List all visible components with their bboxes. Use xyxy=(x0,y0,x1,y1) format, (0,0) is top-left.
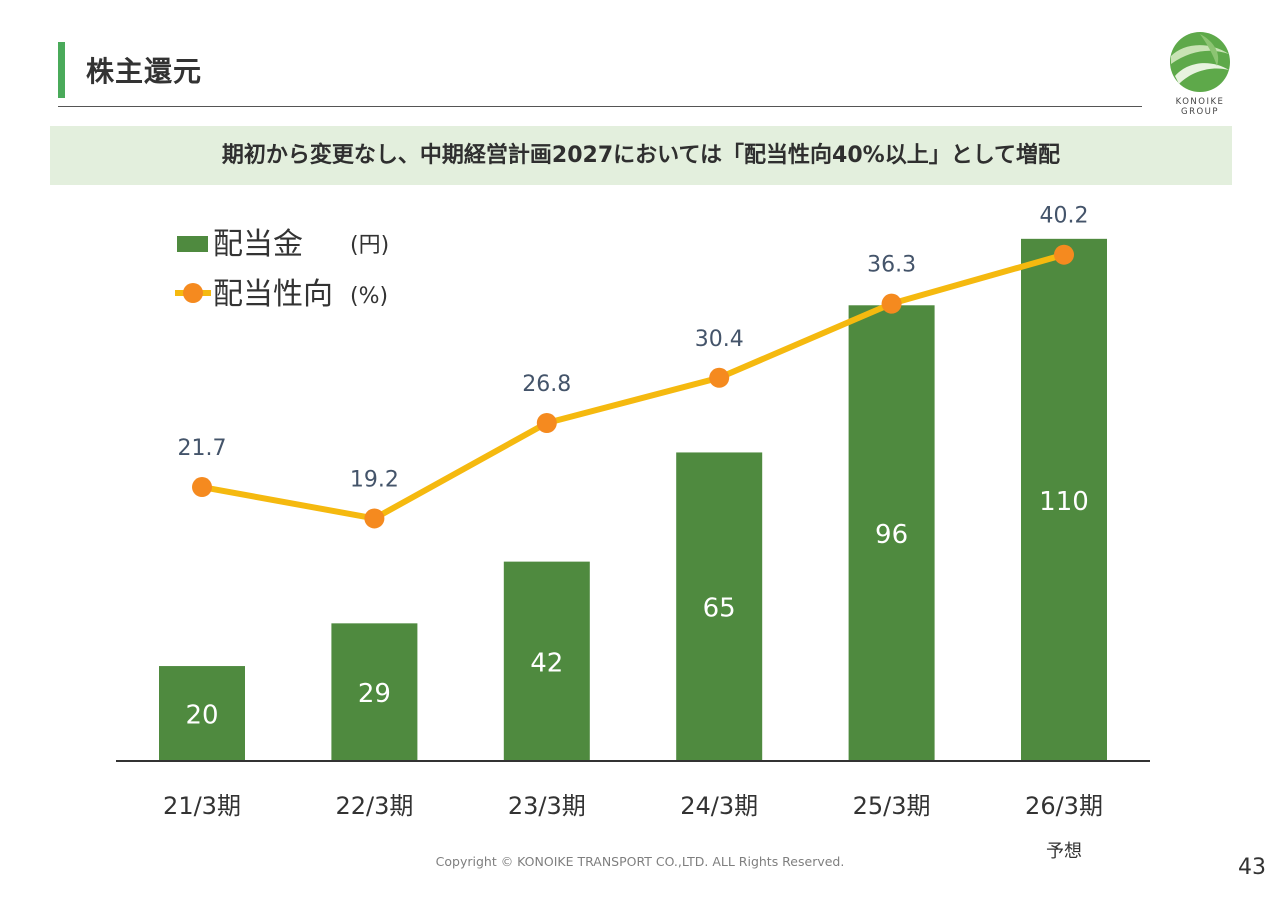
bar-value-label-5: 110 xyxy=(1039,487,1089,517)
payout-value-label-5: 40.2 xyxy=(1040,204,1089,229)
bar-1 xyxy=(331,623,418,761)
legend-unit-payout: (%) xyxy=(350,284,388,309)
logo-line-1: KONOIKE xyxy=(1175,97,1225,107)
bar-0 xyxy=(159,666,245,761)
bar-2 xyxy=(503,561,590,761)
payout-marker-2 xyxy=(536,412,557,433)
bar-5 xyxy=(1021,238,1107,761)
page-number: 43 xyxy=(1238,855,1266,880)
chart-labels: 20 29 42 65 96 110 21.7 19.2 26.8 30.4 36.3 40.2 21/… xyxy=(163,204,1103,862)
payout-marker-3 xyxy=(709,367,730,388)
line-series xyxy=(192,244,1074,529)
bar-4 xyxy=(848,305,935,761)
logo-wordmark: KONOIKE GROUP xyxy=(1158,97,1242,117)
bar-series xyxy=(159,238,1107,761)
payout-value-label-4: 36.3 xyxy=(867,253,916,278)
summary-banner xyxy=(50,126,1232,185)
category-label-5: 26/3期 xyxy=(1025,792,1103,820)
category-label-1: 22/3期 xyxy=(335,792,413,820)
payout-marker-0 xyxy=(192,477,212,498)
payout-value-label-1: 19.2 xyxy=(350,467,399,492)
title-accent-bar xyxy=(58,42,65,98)
chart-legend: 配当金 (円) 配当性向 (%) xyxy=(175,227,389,312)
category-note-5: 予想 xyxy=(1046,841,1082,862)
payout-ratio-line xyxy=(199,251,1067,522)
bar-value-label-4: 96 xyxy=(875,520,908,550)
page-title: 株主還元 xyxy=(86,55,203,88)
legend-label-payout: 配当性向 xyxy=(213,277,333,312)
summary-banner-text: 期初から変更なし、中期経営計画2027においては「配当性向40%以上」として増配 xyxy=(221,143,1061,168)
konoike-logo-icon xyxy=(1170,32,1230,92)
bar-value-label-2: 42 xyxy=(530,648,563,678)
legend-unit-dividend: (円) xyxy=(350,233,389,258)
category-label-4: 25/3期 xyxy=(853,792,931,820)
payout-marker-4 xyxy=(881,293,902,314)
bar-3 xyxy=(676,452,763,761)
legend-marker-swatch xyxy=(183,283,203,303)
category-label-3: 24/3期 xyxy=(680,792,758,820)
copyright-text: Copyright © KONOIKE TRANSPORT CO.,LTD. A… xyxy=(435,854,845,869)
bar-value-label-0: 20 xyxy=(185,701,218,731)
bar-value-label-1: 29 xyxy=(358,679,391,709)
logo-line-2: GROUP xyxy=(1180,107,1220,117)
category-label-0: 21/3期 xyxy=(163,792,241,820)
legend-bar-swatch xyxy=(177,236,208,252)
payout-marker-1 xyxy=(364,508,385,529)
bar-value-label-3: 65 xyxy=(703,594,736,624)
title-divider xyxy=(58,106,1142,107)
payout-value-label-3: 30.4 xyxy=(695,327,744,352)
payout-value-label-2: 26.8 xyxy=(522,372,571,397)
payout-marker-5 xyxy=(1054,244,1074,265)
payout-value-label-0: 21.7 xyxy=(178,436,227,461)
category-label-2: 23/3期 xyxy=(508,792,586,820)
legend-label-dividend: 配当金 xyxy=(213,227,303,262)
